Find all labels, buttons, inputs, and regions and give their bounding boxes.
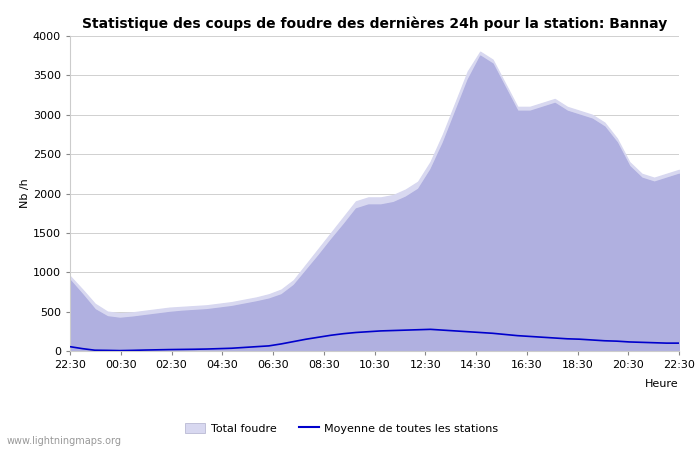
Text: Heure: Heure — [645, 379, 679, 389]
Y-axis label: Nb /h: Nb /h — [20, 179, 30, 208]
Text: www.lightningmaps.org: www.lightningmaps.org — [7, 436, 122, 446]
Title: Statistique des coups de foudre des dernières 24h pour la station: Bannay: Statistique des coups de foudre des dern… — [82, 16, 667, 31]
